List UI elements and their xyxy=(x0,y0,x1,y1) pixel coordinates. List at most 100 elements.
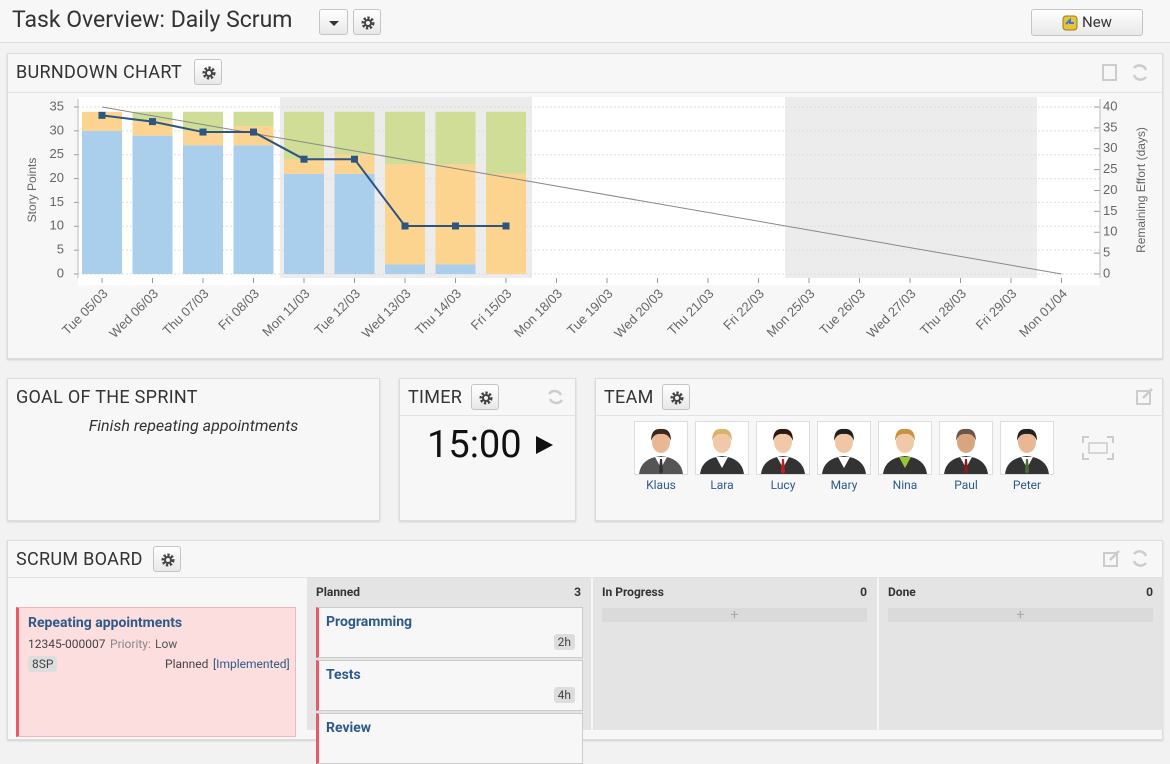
add-task[interactable]: + xyxy=(888,608,1153,622)
column-name: In Progress xyxy=(602,585,664,599)
team-member[interactable]: Lucy xyxy=(756,421,810,492)
task-title[interactable]: Review xyxy=(326,720,372,736)
team-member[interactable]: Lara xyxy=(695,421,749,492)
bar-segment xyxy=(334,111,375,155)
y2-tick-label: 30 xyxy=(1103,140,1117,155)
task-title[interactable]: Tests xyxy=(326,667,361,683)
column-count: 0 xyxy=(1146,585,1153,599)
board-title: SCRUM BOARD xyxy=(16,549,143,570)
bar-segment xyxy=(385,164,425,265)
timer-settings-button[interactable] xyxy=(471,384,499,410)
panel-tools[interactable] xyxy=(1100,62,1160,84)
new-button[interactable]: New xyxy=(1031,9,1143,36)
avatar xyxy=(939,421,993,475)
task-card[interactable]: Programming 2h xyxy=(316,607,583,658)
new-icon xyxy=(1062,15,1078,31)
ideal-line xyxy=(101,106,1062,275)
edit-icon[interactable] xyxy=(1134,386,1156,408)
avatar-figure xyxy=(822,428,866,474)
page: Task Overview { "header": {"title": "Tas… xyxy=(0,6,1170,764)
story-link[interactable]: [Implemented] xyxy=(213,657,290,671)
effort-point xyxy=(98,111,106,119)
goal-panel xyxy=(7,378,380,521)
story-title[interactable]: Repeating appointments xyxy=(28,615,183,631)
gear-icon xyxy=(202,66,216,80)
settings-button[interactable] xyxy=(353,9,381,35)
x-tick-label: Fri 29/03 xyxy=(973,286,1020,333)
bar-segment xyxy=(284,173,324,274)
bar-segment xyxy=(486,111,526,174)
task-title[interactable]: Programming xyxy=(326,614,413,630)
story-card[interactable]: Repeating appointments 12345-000007 Prio… xyxy=(16,607,296,737)
x-tick-label: Mon 11/03 xyxy=(259,286,312,339)
team-settings-button[interactable] xyxy=(662,384,690,410)
y2-tick-label: 15 xyxy=(1103,203,1117,218)
team-member[interactable]: Klaus xyxy=(634,421,688,492)
x-tick-label: Mon 18/03 xyxy=(511,286,565,340)
burndown-chart: Story Points Remaining Effort (days) 0 5 1… xyxy=(25,97,1148,341)
refresh-icon[interactable] xyxy=(545,386,567,408)
play-button[interactable] xyxy=(534,434,556,456)
divider xyxy=(595,415,1163,416)
x-tick-label: Wed 06/03 xyxy=(106,286,161,341)
bar-segment xyxy=(132,121,173,136)
member-name[interactable]: Paul xyxy=(954,478,978,492)
avatar xyxy=(634,421,688,475)
member-name[interactable]: Peter xyxy=(1012,478,1042,492)
x-tick-label: Tue 19/03 xyxy=(564,286,616,338)
bar-segment xyxy=(233,145,274,274)
divider xyxy=(7,92,1163,93)
avatar-figure xyxy=(639,428,683,474)
column-in-progress: In Progress 0 + xyxy=(593,578,877,730)
x-tick-label: Thu 28/03 xyxy=(917,286,969,338)
bar-segment xyxy=(435,164,476,265)
y-tick-label: 20 xyxy=(50,170,64,185)
bar-segment xyxy=(132,111,173,122)
x-tick-label: Wed 27/03 xyxy=(864,286,919,341)
effort-point xyxy=(250,128,257,136)
bar-segment xyxy=(385,264,425,274)
y-tick-label: 10 xyxy=(50,218,64,233)
x-tick-label: Wed 13/03 xyxy=(359,286,414,341)
team-member[interactable]: Peter xyxy=(1000,421,1054,492)
new-label: New xyxy=(1082,13,1112,31)
effort-point xyxy=(351,155,358,163)
timer-time: 15:00 xyxy=(427,423,522,467)
task-card[interactable]: Review xyxy=(316,713,583,764)
avatar-figure xyxy=(761,428,805,474)
x-tick-label: Wed 20/03 xyxy=(611,286,666,341)
effort-point xyxy=(502,222,510,230)
fullscreen-icon[interactable] xyxy=(1081,435,1115,461)
bar-segment xyxy=(183,145,223,274)
x-tick-label: Tue 05/03 xyxy=(59,286,111,338)
bar-segment xyxy=(435,264,476,274)
column-name: Done xyxy=(888,585,916,599)
member-name[interactable]: Klaus xyxy=(646,478,676,492)
panel-tools[interactable] xyxy=(1100,548,1160,570)
avatar xyxy=(756,421,810,475)
team-member[interactable]: Mary xyxy=(817,421,871,492)
column-name: Planned xyxy=(316,585,361,599)
x-tick-label: Thu 07/03 xyxy=(160,286,212,338)
gear-icon xyxy=(479,391,493,405)
bar-segment xyxy=(82,130,122,274)
member-name[interactable]: Nina xyxy=(892,478,918,492)
team-member[interactable]: Nina xyxy=(878,421,932,492)
avatar-figure xyxy=(944,428,988,474)
dropdown-button[interactable] xyxy=(319,9,348,35)
member-name[interactable]: Lara xyxy=(710,478,734,492)
add-task[interactable]: + xyxy=(602,608,867,622)
chart-settings-button[interactable] xyxy=(194,59,222,85)
member-name[interactable]: Lucy xyxy=(770,478,796,492)
member-name[interactable]: Mary xyxy=(830,478,858,492)
avatar-figure xyxy=(1005,428,1049,474)
effort-point xyxy=(401,222,409,230)
timer-title: TIMER xyxy=(408,387,463,408)
board-settings-button[interactable] xyxy=(153,546,181,572)
y-tick-label: 5 xyxy=(57,242,64,257)
effort-point xyxy=(300,155,308,163)
y2-tick-label: 40 xyxy=(1103,98,1117,113)
priority-value: Low xyxy=(155,637,178,651)
task-card[interactable]: Tests 4h xyxy=(316,660,583,711)
team-member[interactable]: Paul xyxy=(939,421,993,492)
